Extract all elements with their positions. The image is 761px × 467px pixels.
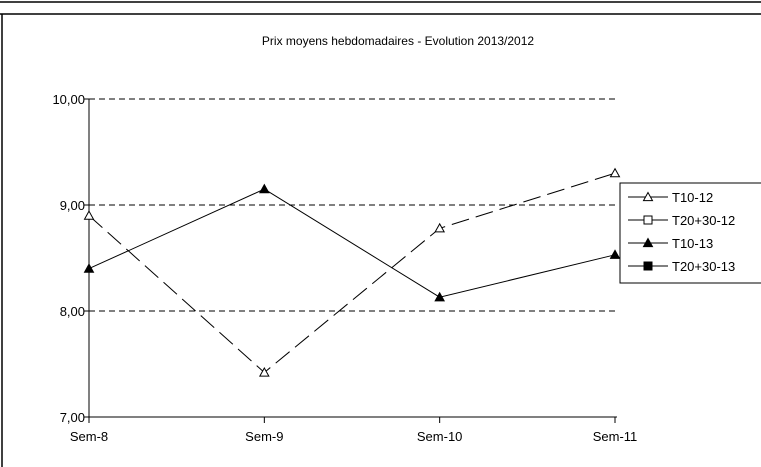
data-point (434, 222, 446, 233)
y-axis-ticks: 7,00 8,00 9,00 10,00 (52, 92, 89, 425)
data-point (258, 183, 270, 194)
series-line (88, 188, 616, 298)
axes (88, 99, 617, 418)
chart-title: Prix moyens hebdomadaires - Evolution 20… (262, 34, 534, 48)
x-tick-label: Sem-10 (417, 429, 463, 444)
y-tick-label: 8,00 (60, 304, 85, 319)
legend-marker (642, 237, 654, 248)
x-tick-label: Sem-9 (245, 429, 283, 444)
data-point (83, 210, 95, 220)
data-point (83, 263, 95, 273)
legend-label: T10-12 (672, 190, 713, 205)
x-tick-label: Sem-11 (593, 429, 638, 444)
x-axis-ticks: Sem-8 Sem-9 Sem-10 Sem-11 (70, 417, 637, 444)
y-tick-label: 7,00 (60, 410, 85, 425)
data-point (258, 366, 270, 377)
series-group (83, 167, 621, 377)
legend-marker (643, 215, 653, 225)
legend-marker (642, 191, 654, 202)
x-tick-label: Sem-8 (70, 429, 108, 444)
data-point (434, 291, 446, 302)
data-point (609, 249, 621, 259)
data-point (609, 167, 621, 178)
series-line (88, 172, 616, 374)
legend-label: T20+30-13 (672, 259, 735, 274)
y-tick-label: 10,00 (52, 92, 85, 107)
legend-label: T20+30-12 (672, 213, 735, 228)
grid-lines (89, 98, 617, 312)
legend: T10-12 T20+30-12 T10-13 T20+30-13 (619, 182, 761, 284)
y-tick-label: 9,00 (60, 198, 85, 213)
legend-marker (643, 261, 653, 271)
legend-label: T10-13 (672, 236, 713, 251)
